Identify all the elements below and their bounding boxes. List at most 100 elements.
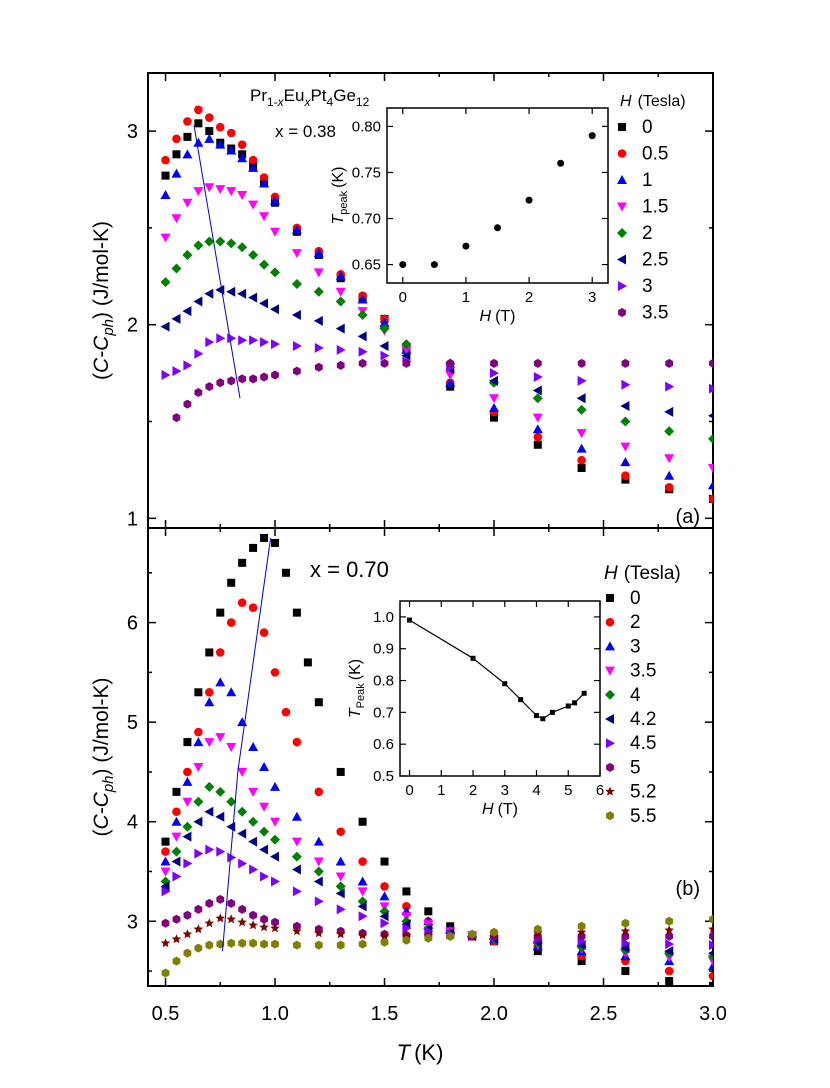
- y-tick-label: 6: [127, 613, 138, 635]
- data-point: [708, 971, 713, 981]
- compound-label: Pr1-xEuxPt4Ge12: [250, 86, 370, 109]
- inset-y-label-unit: (K): [347, 659, 364, 680]
- data-point: [533, 440, 542, 449]
- data-point: [193, 762, 204, 772]
- data-point: [292, 341, 302, 351]
- y-label-open: (: [90, 830, 113, 837]
- data-point: [336, 360, 345, 370]
- legend-label: 3.5: [630, 661, 656, 682]
- data-point: [226, 145, 237, 155]
- data-point: [193, 296, 203, 307]
- y-label-sub: ph: [100, 319, 117, 337]
- y-label-sub: ph: [100, 775, 117, 793]
- data-point: [237, 767, 248, 777]
- data-point: [204, 781, 215, 792]
- legend-marker: [605, 666, 615, 676]
- y-axis-label: (C-Cph) (J/mol-K): [90, 221, 117, 380]
- data-point: [215, 139, 226, 149]
- panel-a: 123(C-Cph) (J/mol-K)(a)Pr1-xEuxPt4Ge12x …: [90, 72, 714, 530]
- legend-item: 5.2: [605, 782, 656, 803]
- data-point: [664, 946, 674, 957]
- y-tick-label: 3: [127, 121, 138, 143]
- data-point: [182, 831, 192, 842]
- inset-point: [540, 716, 546, 722]
- x-axis-label-symbol: T: [397, 1040, 412, 1065]
- data-point: [171, 313, 181, 324]
- data-point: [401, 350, 411, 361]
- data-point: [358, 817, 367, 826]
- data-point: [226, 187, 237, 197]
- data-point: [271, 876, 281, 887]
- inset-y-label: TPeak (K): [347, 659, 367, 718]
- data-point: [171, 856, 181, 867]
- data-point: [621, 471, 630, 481]
- data-point: [171, 816, 182, 826]
- data-point: [468, 929, 477, 939]
- data-point: [357, 901, 367, 912]
- data-point: [259, 212, 270, 222]
- x-tick-label: 1.0: [261, 1003, 289, 1025]
- data-point: [357, 331, 367, 342]
- legend-item: 0.5: [617, 144, 668, 165]
- data-point: [226, 238, 237, 249]
- legend-label: 2: [630, 612, 641, 633]
- data-point: [314, 362, 323, 372]
- data-point: [314, 940, 323, 950]
- data-point: [237, 598, 247, 607]
- data-point: [248, 816, 259, 827]
- data-point: [620, 457, 631, 467]
- legend-marker: [606, 811, 614, 821]
- panel-label: (b): [676, 878, 700, 900]
- inset-x-tick-label: 2: [525, 289, 533, 306]
- data-point: [664, 925, 674, 935]
- compound-part: x: [303, 95, 311, 109]
- legend-label: 3: [630, 636, 641, 657]
- data-point: [709, 383, 713, 394]
- legend-label: 4: [630, 685, 641, 706]
- data-point: [193, 240, 204, 251]
- data-point: [160, 856, 171, 866]
- data-point: [194, 848, 204, 859]
- data-point: [577, 463, 586, 472]
- data-point: [182, 250, 193, 260]
- data-point: [424, 933, 433, 943]
- data-point: [204, 738, 215, 748]
- data-point: [161, 918, 170, 928]
- data-point: [226, 687, 237, 697]
- data-point: [335, 323, 345, 334]
- x-tick-label: 3.0: [699, 1003, 727, 1025]
- x-tick-label: 2.0: [480, 1003, 508, 1025]
- data-point: [664, 406, 674, 417]
- data-point: [237, 288, 247, 299]
- data-point: [215, 913, 226, 923]
- data-point: [292, 737, 302, 747]
- data-point: [314, 928, 324, 938]
- data-point: [358, 346, 368, 357]
- data-point: [259, 922, 269, 932]
- data-point: [205, 127, 214, 136]
- legend-item: 5.5: [606, 806, 656, 827]
- legend-item: 2: [605, 612, 641, 633]
- legend-label: 0: [642, 117, 653, 138]
- data-point: [313, 876, 323, 887]
- data-point: [260, 871, 270, 882]
- data-point: [215, 236, 226, 247]
- inset-line: [409, 619, 585, 720]
- data-point: [293, 366, 301, 376]
- data-point: [183, 132, 192, 141]
- inset-x-tick-label: 3: [501, 782, 509, 799]
- data-point: [260, 914, 268, 924]
- y-tick-label: 5: [127, 712, 138, 734]
- data-point: [270, 227, 281, 237]
- data-point: [380, 350, 390, 361]
- compound-part: Ge: [333, 86, 356, 105]
- data-point: [379, 931, 390, 941]
- data-point: [291, 310, 301, 321]
- data-point: [215, 786, 226, 797]
- data-point: [620, 442, 631, 452]
- data-point: [215, 677, 226, 687]
- data-point: [161, 155, 170, 165]
- data-point: [532, 413, 543, 423]
- data-point: [182, 198, 193, 208]
- legend-title: H (Tesla): [604, 563, 681, 584]
